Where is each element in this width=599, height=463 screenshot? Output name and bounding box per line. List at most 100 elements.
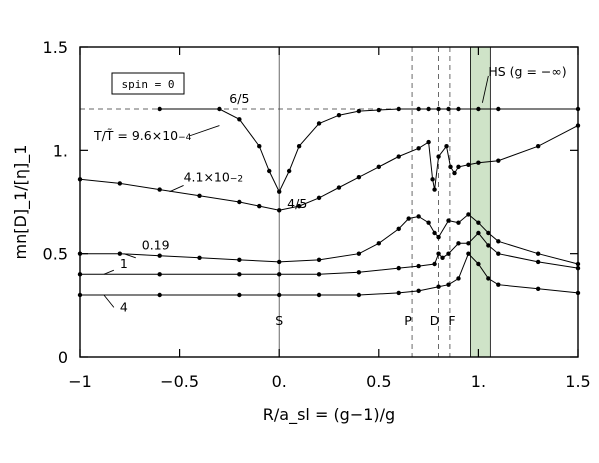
series-4-point-6 — [396, 290, 401, 296]
series-2-point-10 — [406, 216, 411, 221]
series-3-point-16 — [496, 251, 501, 256]
series-2-point-11 — [416, 214, 421, 219]
legend-text: spin = 0 — [122, 78, 175, 91]
series-0-point-13 — [416, 106, 421, 112]
series-label-t-ratio-base: T/T̃ = 9.6×10 — [93, 128, 178, 143]
series-4-point-9 — [446, 282, 451, 287]
y-tick-label-0: 0 — [58, 348, 68, 367]
y-tick-label-2: 1. — [53, 141, 68, 160]
series-2-point-12 — [426, 220, 431, 225]
series-1-point-22 — [466, 162, 471, 167]
series-2-point-1 — [117, 251, 123, 256]
series-label-4p1e-2: 4.1×10−2 — [184, 169, 244, 184]
series-0-point-15 — [436, 106, 441, 112]
leader-line-1 — [169, 185, 184, 193]
series-0-point-6 — [286, 168, 292, 174]
series-0-point-0 — [157, 106, 162, 112]
series-1-point-18 — [444, 144, 449, 149]
series-0-point-9 — [336, 113, 342, 118]
series-4-point-15 — [535, 286, 541, 291]
series-3-point-4 — [316, 272, 322, 277]
series-2-point-9 — [396, 226, 401, 232]
leader-lines-layer — [103, 75, 489, 308]
y-axis-label: mn[D]_1/[η]_1 — [11, 145, 31, 260]
leader-line-2 — [123, 253, 136, 259]
series-3-point-10 — [440, 255, 445, 260]
series-label-0p19: 0.19 — [142, 238, 170, 253]
series-1-point-25 — [535, 144, 541, 149]
series-2-point-20 — [496, 239, 501, 244]
series-2-point-5 — [277, 259, 282, 265]
shaded-band-layer — [470, 46, 491, 358]
series-0-point-17 — [456, 106, 461, 112]
series-1-point-23 — [476, 160, 481, 165]
series-2-point-19 — [486, 230, 491, 236]
series-2-point-4 — [237, 257, 242, 263]
leader-line-4 — [103, 294, 115, 308]
series-0-point-12 — [396, 106, 401, 112]
series-0-point-7 — [296, 144, 302, 149]
series-1-point-12 — [396, 154, 401, 159]
vline-label-s: S — [275, 313, 283, 328]
series-1-point-5 — [257, 203, 262, 209]
series-1-point-24 — [496, 158, 501, 163]
series-2-point-18 — [476, 220, 481, 225]
series-2-point-21 — [535, 251, 541, 256]
series-1-point-7 — [296, 203, 302, 209]
series-1-point-1 — [117, 181, 123, 186]
series-3-point-7 — [416, 263, 421, 269]
series-label-t-ratio: T/T̃ = 9.6×10−4 — [93, 128, 192, 143]
reference-label-6-5: 6/5 — [229, 91, 249, 106]
legend-box — [111, 72, 185, 95]
series-4-point-13 — [486, 276, 491, 281]
plot-frame — [79, 46, 579, 358]
series-2-point-15 — [446, 218, 451, 223]
series-0-point-14 — [426, 106, 431, 112]
vline-label-f: F — [448, 313, 455, 328]
series-2-point-3 — [197, 255, 202, 260]
series-3-point-12 — [456, 241, 461, 246]
x-tick-label-4: 1. — [471, 372, 486, 391]
series-1-point-20 — [452, 170, 457, 176]
series-4-point-5 — [356, 292, 362, 298]
leader-line-5 — [481, 75, 489, 103]
series-3-point-15 — [486, 243, 491, 248]
series-4-point-2 — [237, 292, 242, 298]
series-0-point-4 — [267, 168, 272, 174]
series-1-point-13 — [416, 146, 421, 151]
point-label-4-5: 4/5 — [287, 196, 307, 211]
series-4-point-14 — [496, 282, 501, 287]
series-4-point-1 — [157, 292, 162, 298]
series-1-point-14 — [426, 139, 431, 145]
hs-label: HS (g = −∞) — [488, 64, 566, 79]
series-3-point-2 — [237, 272, 242, 277]
series-0-point-3 — [257, 144, 262, 149]
series-1-point-3 — [197, 193, 202, 198]
series-3-point-8 — [432, 261, 437, 267]
series-2-point-8 — [376, 241, 381, 246]
series-1-point-8 — [316, 195, 322, 201]
series-layer — [77, 106, 581, 298]
series-3-point-9 — [436, 251, 441, 256]
series-3-point-6 — [396, 265, 401, 271]
x-tick-label-2: 0. — [272, 372, 287, 391]
series-3-point-1 — [157, 272, 162, 277]
series-label-4p1e-2-base: 4.1×10 — [184, 169, 230, 184]
series-1-point-9 — [336, 185, 342, 190]
series-2-point-2 — [157, 253, 162, 258]
series-1-point-10 — [356, 175, 362, 180]
x-tick-label-3: 0.5 — [366, 372, 391, 391]
series-1-point-4 — [237, 199, 242, 205]
series-0-point-11 — [376, 107, 381, 113]
series-4-point-10 — [456, 276, 461, 281]
series-1-point-17 — [436, 154, 441, 159]
shaded-band — [470, 46, 491, 358]
series-1-point-16 — [432, 187, 437, 192]
series-label-4p1e-2-exp: −2 — [230, 174, 243, 184]
series-0-point-10 — [356, 108, 362, 114]
series-3-point-5 — [356, 270, 362, 275]
series-0-point-16 — [446, 106, 451, 112]
series-label-1: 1 — [120, 256, 128, 271]
vline-label-d: D — [430, 313, 440, 328]
